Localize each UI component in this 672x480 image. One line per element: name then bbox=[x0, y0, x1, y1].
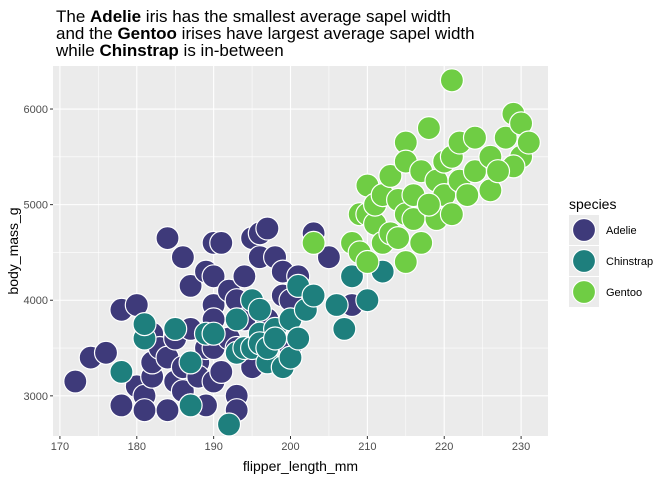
x-tick-label: 210 bbox=[358, 441, 376, 453]
data-points bbox=[63, 68, 541, 437]
point-gentoo bbox=[409, 230, 434, 255]
title-line-3: while Chinstrap is in-between bbox=[55, 41, 284, 60]
title-line-3-part-2: is in-between bbox=[179, 41, 284, 60]
title-line-3-part-0: while bbox=[55, 41, 99, 60]
x-tick-label: 230 bbox=[512, 441, 530, 453]
title-line-1-part-2: iris has the smallest average sapel widt… bbox=[141, 7, 451, 26]
point-adelie bbox=[209, 359, 234, 384]
point-chinstrap bbox=[339, 264, 365, 289]
point-adelie bbox=[316, 245, 341, 270]
legend-key-chinstrap bbox=[571, 248, 597, 274]
point-adelie bbox=[255, 216, 280, 241]
point-chinstrap bbox=[224, 307, 249, 332]
y-axis-title: body_mass_g bbox=[5, 207, 21, 294]
x-axis-title: flipper_length_mm bbox=[243, 458, 358, 474]
point-adelie bbox=[93, 340, 119, 365]
point-gentoo bbox=[416, 192, 441, 217]
point-chinstrap bbox=[201, 321, 226, 346]
legend-label-chinstrap: Chinstrap bbox=[606, 256, 653, 268]
point-chinstrap bbox=[109, 359, 134, 384]
point-gentoo bbox=[355, 249, 380, 275]
point-chinstrap bbox=[301, 283, 326, 308]
legend-title: species bbox=[569, 196, 616, 212]
title-line-2: and the Gentoo irises have largest avera… bbox=[56, 24, 475, 43]
legend-label-gentoo: Gentoo bbox=[606, 287, 642, 299]
title-line-2-part-1: Gentoo bbox=[117, 24, 177, 43]
y-axis: 3000 4000 5000 6000 bbox=[24, 104, 53, 403]
title-line-1: The Adelie iris has the smallest average… bbox=[56, 7, 451, 26]
point-chinstrap bbox=[247, 297, 272, 322]
point-chinstrap bbox=[263, 326, 288, 351]
point-gentoo bbox=[455, 183, 480, 208]
title-line-3-part-1: Chinstrap bbox=[99, 41, 178, 60]
title-line-1-part-0: The bbox=[56, 7, 90, 26]
point-gentoo bbox=[516, 130, 541, 155]
y-tick-label: 3000 bbox=[24, 391, 48, 403]
point-adelie bbox=[170, 245, 195, 270]
point-gentoo bbox=[386, 226, 411, 251]
y-tick-label: 5000 bbox=[24, 200, 48, 212]
point-adelie bbox=[232, 264, 257, 289]
x-tick-label: 190 bbox=[204, 441, 222, 453]
title-line-2-part-0: and the bbox=[56, 24, 117, 43]
point-chinstrap bbox=[332, 316, 357, 341]
point-adelie bbox=[63, 369, 88, 394]
legend-key-adelie bbox=[571, 217, 597, 243]
point-chinstrap bbox=[178, 350, 203, 375]
point-chinstrap bbox=[132, 312, 157, 337]
title-line-1-part-1: Adelie bbox=[90, 7, 141, 26]
point-chinstrap bbox=[163, 316, 188, 341]
x-tick-label: 170 bbox=[51, 441, 69, 453]
point-chinstrap bbox=[355, 288, 380, 313]
point-gentoo bbox=[416, 116, 441, 141]
point-gentoo bbox=[485, 159, 511, 184]
point-chinstrap bbox=[324, 292, 349, 318]
x-tick-label: 180 bbox=[128, 441, 146, 453]
point-adelie bbox=[155, 226, 180, 251]
y-tick-label: 4000 bbox=[24, 295, 48, 307]
point-gentoo bbox=[439, 68, 464, 93]
point-chinstrap bbox=[178, 393, 203, 418]
point-gentoo bbox=[301, 230, 326, 255]
point-gentoo bbox=[462, 125, 488, 150]
point-adelie bbox=[201, 264, 226, 289]
point-chinstrap bbox=[216, 412, 242, 437]
y-tick-label: 6000 bbox=[24, 104, 48, 116]
point-chinstrap bbox=[286, 326, 311, 351]
point-gentoo bbox=[378, 163, 403, 188]
legend-label-adelie: Adelie bbox=[606, 225, 637, 237]
legend-key-gentoo bbox=[571, 279, 597, 305]
point-gentoo bbox=[393, 249, 418, 275]
title-line-2-part-2: irises have largest average sapel width bbox=[177, 24, 475, 43]
x-tick-label: 200 bbox=[281, 441, 299, 453]
point-gentoo bbox=[439, 202, 464, 227]
point-adelie bbox=[132, 398, 157, 423]
x-axis: 170 180 190 200 210 220 230 bbox=[51, 436, 530, 453]
legend: species Adelie Chinstrap Gentoo bbox=[569, 196, 653, 307]
x-tick-label: 220 bbox=[435, 441, 453, 453]
point-gentoo bbox=[493, 125, 518, 150]
point-adelie bbox=[109, 393, 134, 418]
point-adelie bbox=[209, 230, 234, 255]
chart-title: The Adelie iris has the smallest average… bbox=[55, 7, 475, 60]
point-adelie bbox=[178, 273, 203, 298]
point-adelie bbox=[155, 398, 180, 423]
